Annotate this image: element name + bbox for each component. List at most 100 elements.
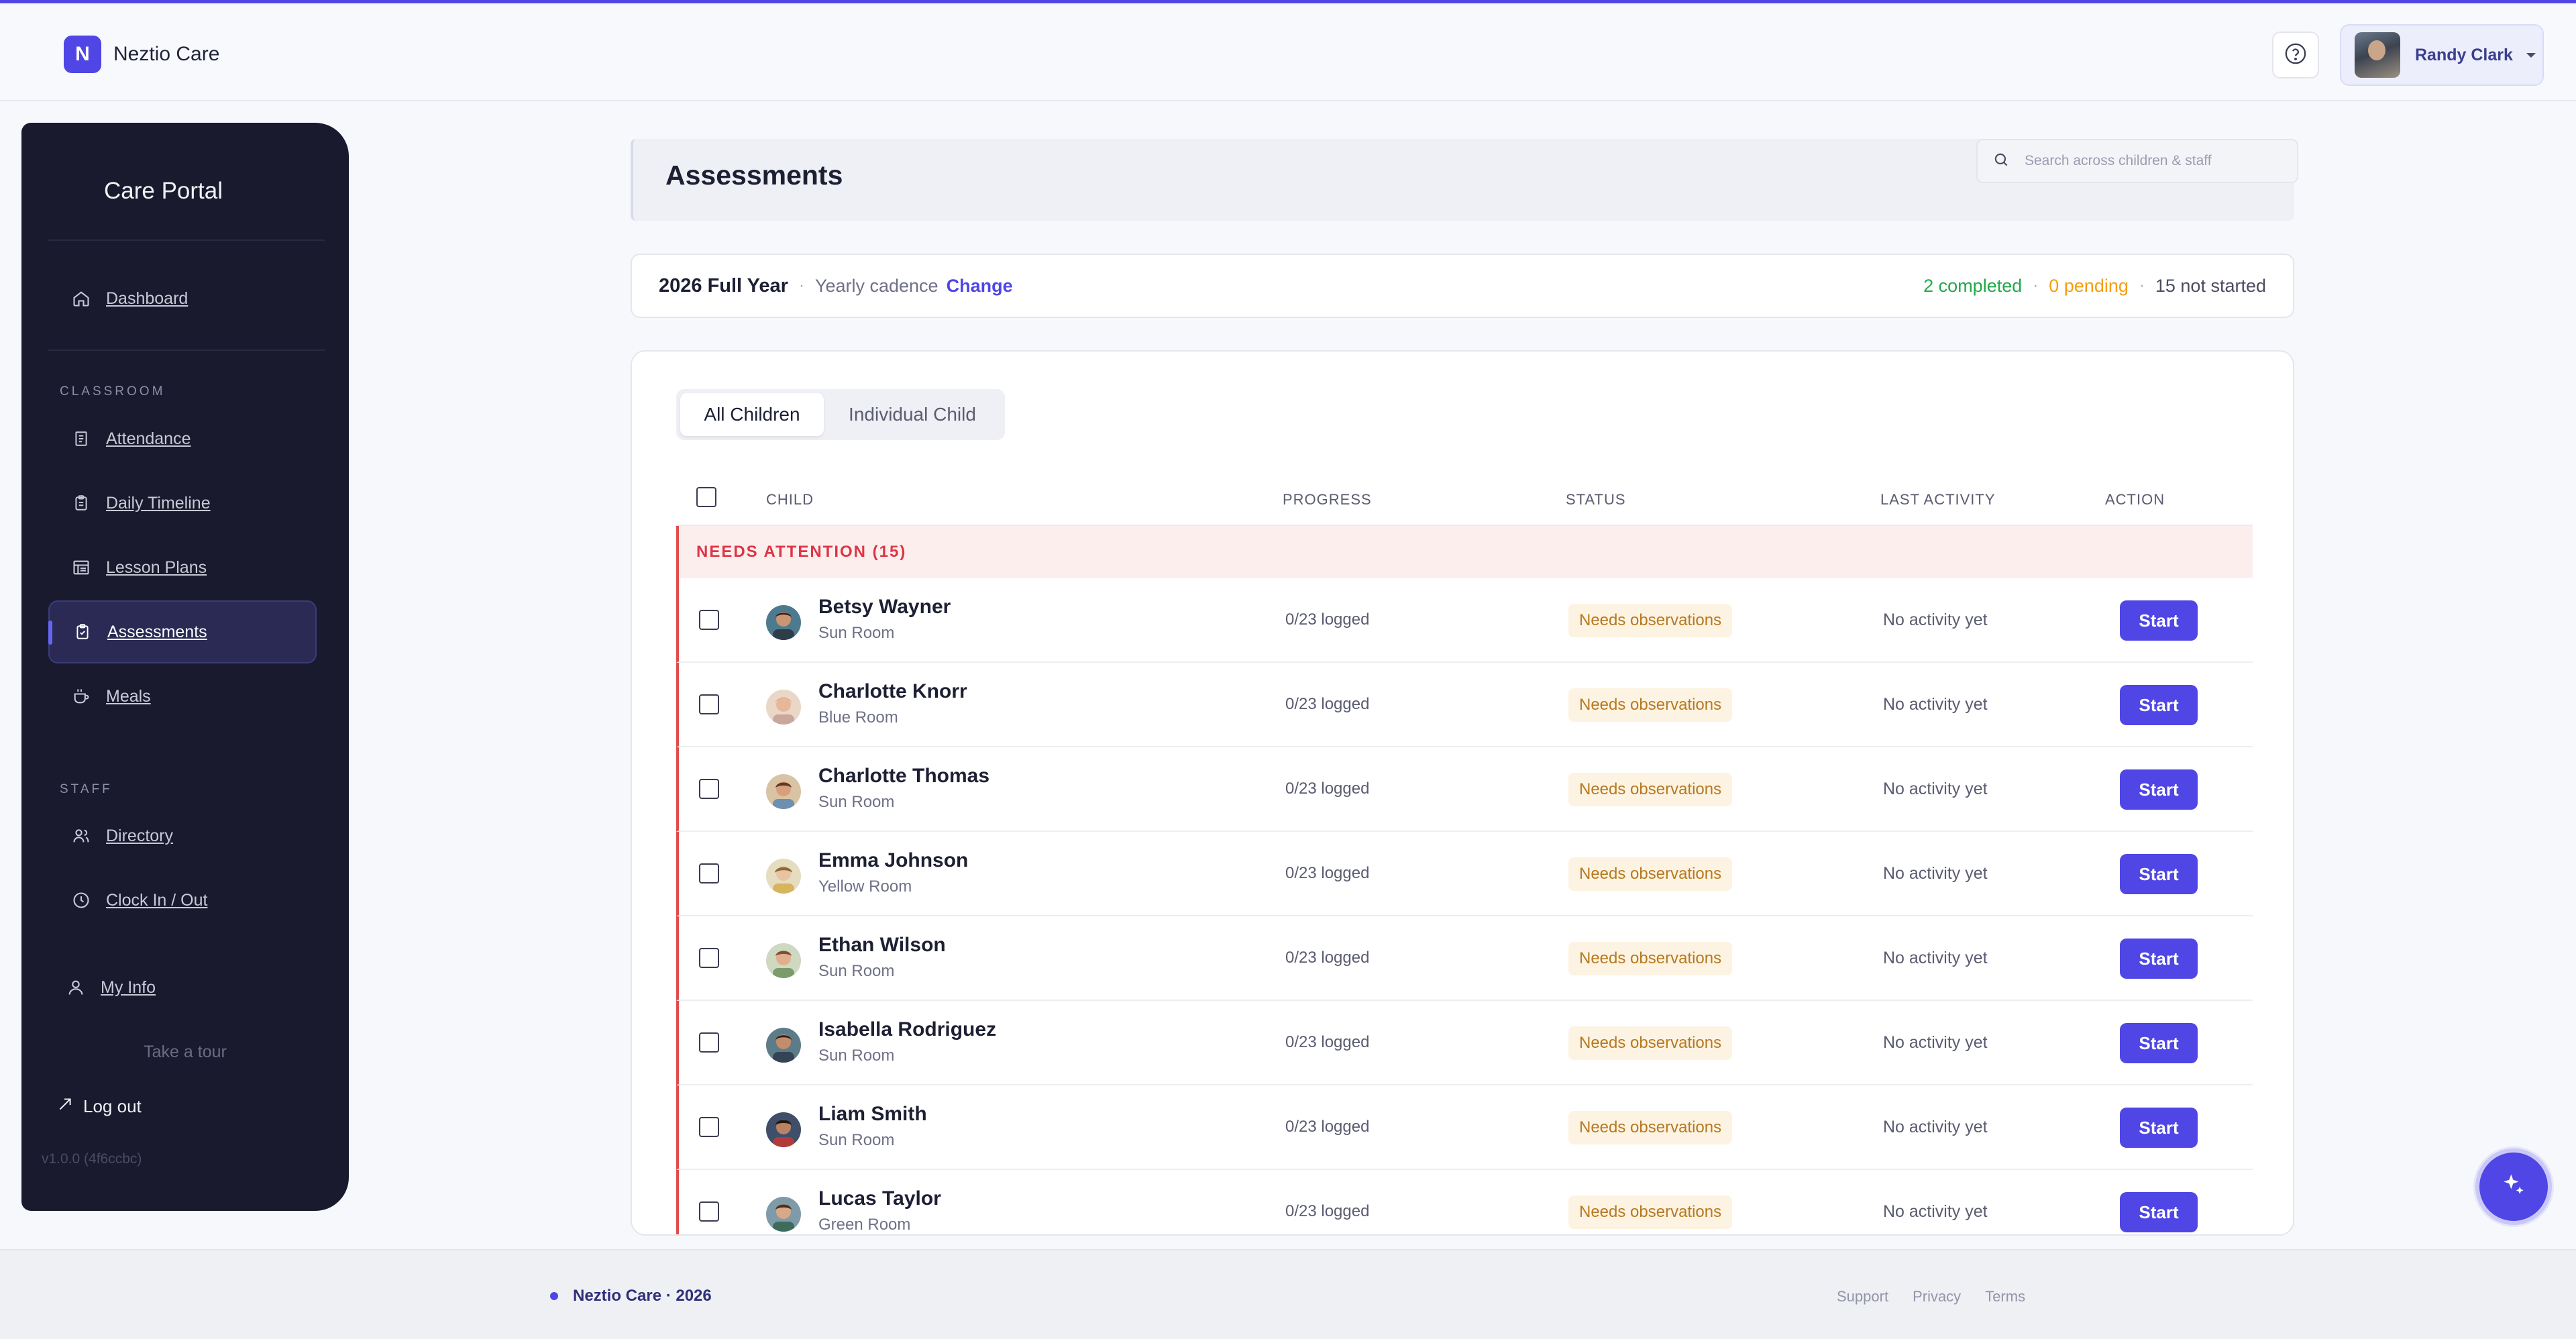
sidebar-item-meals[interactable]: Meals xyxy=(48,665,317,728)
notebook-icon xyxy=(71,429,91,449)
user-menu-button[interactable]: Randy Clark xyxy=(2340,24,2544,86)
section-label-classroom: CLASSROOM xyxy=(60,384,166,398)
last-activity: No activity yet xyxy=(1883,1202,1988,1221)
select-all-checkbox[interactable] xyxy=(696,487,716,507)
last-activity: No activity yet xyxy=(1883,610,1988,629)
status-badge: Needs observations xyxy=(1568,857,1733,891)
row-checkbox[interactable] xyxy=(699,694,719,714)
footer-link-privacy[interactable]: Privacy xyxy=(1913,1288,1962,1305)
child-room: Sun Room xyxy=(818,624,895,642)
child-room: Green Room xyxy=(818,1216,911,1234)
period-name: 2026 Full Year xyxy=(659,274,788,297)
tab-all-children[interactable]: All Children xyxy=(680,393,824,436)
help-button[interactable] xyxy=(2272,32,2319,78)
status-badge: Needs observations xyxy=(1568,1026,1733,1060)
footer-links: Support Privacy Terms xyxy=(1837,1288,2049,1305)
group-header-needs-attention: NEEDS ATTENTION (15) xyxy=(676,526,2253,578)
status-badge: Needs observations xyxy=(1568,604,1733,637)
column-header-status: STATUS xyxy=(1566,491,1626,508)
version-label: v1.0.0 (4f6ccbc) xyxy=(42,1151,142,1167)
child-name[interactable]: Betsy Wayner xyxy=(818,596,951,618)
sidebar-item-lesson-plans[interactable]: Lesson Plans xyxy=(48,536,317,599)
start-button[interactable]: Start xyxy=(2120,939,2198,979)
last-activity: No activity yet xyxy=(1883,1118,1988,1136)
row-checkbox[interactable] xyxy=(699,779,719,799)
start-button[interactable]: Start xyxy=(2120,769,2198,810)
progress-text: 0/23 logged xyxy=(1285,864,1370,882)
footer-link-terms[interactable]: Terms xyxy=(1985,1288,2026,1305)
page-header: Assessments Search across children & sta… xyxy=(631,139,2298,221)
row-checkbox[interactable] xyxy=(699,1201,719,1222)
logout-button[interactable]: Log out xyxy=(56,1095,142,1118)
row-checkbox[interactable] xyxy=(699,863,719,883)
status-badge: Needs observations xyxy=(1568,1111,1733,1144)
footer-link-support[interactable]: Support xyxy=(1837,1288,1889,1305)
start-button[interactable]: Start xyxy=(2120,1192,2198,1232)
status-badge: Needs observations xyxy=(1568,942,1733,975)
page-title: Assessments xyxy=(665,160,843,191)
child-room: Yellow Room xyxy=(818,877,912,896)
section-label-staff: STAFF xyxy=(60,782,113,796)
child-name[interactable]: Ethan Wilson xyxy=(818,934,946,956)
app-logo[interactable]: N Neztio Care xyxy=(64,36,219,73)
sparkle-icon xyxy=(2499,1171,2528,1203)
start-button[interactable]: Start xyxy=(2120,1108,2198,1148)
assessments-card: All Children Individual Child CHILD PROG… xyxy=(631,350,2294,1236)
progress-text: 0/23 logged xyxy=(1285,610,1370,629)
tab-individual-child[interactable]: Individual Child xyxy=(849,404,976,425)
row-checkbox[interactable] xyxy=(699,610,719,630)
start-button[interactable]: Start xyxy=(2120,600,2198,641)
start-button[interactable]: Start xyxy=(2120,685,2198,725)
clipboard-icon xyxy=(71,493,91,513)
search-input[interactable]: Search across children & staff xyxy=(1976,139,2298,183)
sidebar-item-clock-in-out[interactable]: Clock In / Out xyxy=(48,869,317,932)
sidebar-item-daily-timeline[interactable]: Daily Timeline xyxy=(48,472,317,535)
child-name[interactable]: Charlotte Thomas xyxy=(818,765,990,787)
view-toggle: All Children Individual Child xyxy=(676,389,1005,440)
start-button[interactable]: Start xyxy=(2120,1023,2198,1063)
take-a-tour-link[interactable]: Take a tour xyxy=(144,1042,227,1061)
logo-mark: N xyxy=(64,36,101,73)
user-icon xyxy=(66,977,86,998)
child-room: Sun Room xyxy=(818,793,895,811)
sidebar-item-attendance[interactable]: Attendance xyxy=(48,407,317,470)
child-name[interactable]: Charlotte Knorr xyxy=(818,680,967,702)
brand-dot-icon xyxy=(550,1292,558,1300)
child-room: Sun Room xyxy=(818,1131,895,1149)
status-summary: 2 completed · 0 pending · 15 not started xyxy=(1923,276,2266,297)
child-name[interactable]: Liam Smith xyxy=(818,1103,927,1125)
sidebar-item-my-info[interactable]: My Info xyxy=(43,956,311,1019)
sidebar-item-label: Directory xyxy=(106,826,174,845)
row-checkbox[interactable] xyxy=(699,1117,719,1137)
sidebar-item-dashboard[interactable]: Dashboard xyxy=(48,267,317,330)
assistant-fab-button[interactable] xyxy=(2475,1148,2552,1225)
column-header-action: ACTION xyxy=(2105,491,2165,508)
sidebar-item-directory[interactable]: Directory xyxy=(48,804,317,867)
child-room: Blue Room xyxy=(818,708,898,727)
last-activity: No activity yet xyxy=(1883,1033,1988,1052)
last-activity: No activity yet xyxy=(1883,780,1988,798)
table-row: Charlotte Knorr Blue Room 0/23 logged Ne… xyxy=(676,663,2253,747)
child-name[interactable]: Isabella Rodriguez xyxy=(818,1018,997,1040)
table-row: Lucas Taylor Green Room 0/23 logged Need… xyxy=(676,1170,2253,1234)
child-room: Sun Room xyxy=(818,1047,895,1065)
change-period-link[interactable]: Change xyxy=(946,275,1013,296)
search-icon xyxy=(1992,151,2010,172)
avatar xyxy=(766,774,801,809)
child-name[interactable]: Emma Johnson xyxy=(818,849,969,871)
top-header: N Neztio Care Randy Clark xyxy=(0,3,2576,101)
progress-text: 0/23 logged xyxy=(1285,1118,1370,1136)
row-checkbox[interactable] xyxy=(699,1032,719,1053)
separator: · xyxy=(2033,276,2039,294)
table-row: Emma Johnson Yellow Room 0/23 logged Nee… xyxy=(676,832,2253,916)
column-header-progress: PROGRESS xyxy=(1283,491,1372,508)
child-name[interactable]: Lucas Taylor xyxy=(818,1187,941,1210)
avatar xyxy=(766,943,801,978)
start-button[interactable]: Start xyxy=(2120,854,2198,894)
sidebar-item-label: Lesson Plans xyxy=(106,557,207,577)
sidebar-item-label: Assessments xyxy=(107,622,207,641)
logout-icon xyxy=(56,1095,74,1118)
row-checkbox[interactable] xyxy=(699,948,719,968)
sidebar-item-assessments[interactable]: Assessments xyxy=(48,600,317,663)
separator: · xyxy=(798,276,804,294)
